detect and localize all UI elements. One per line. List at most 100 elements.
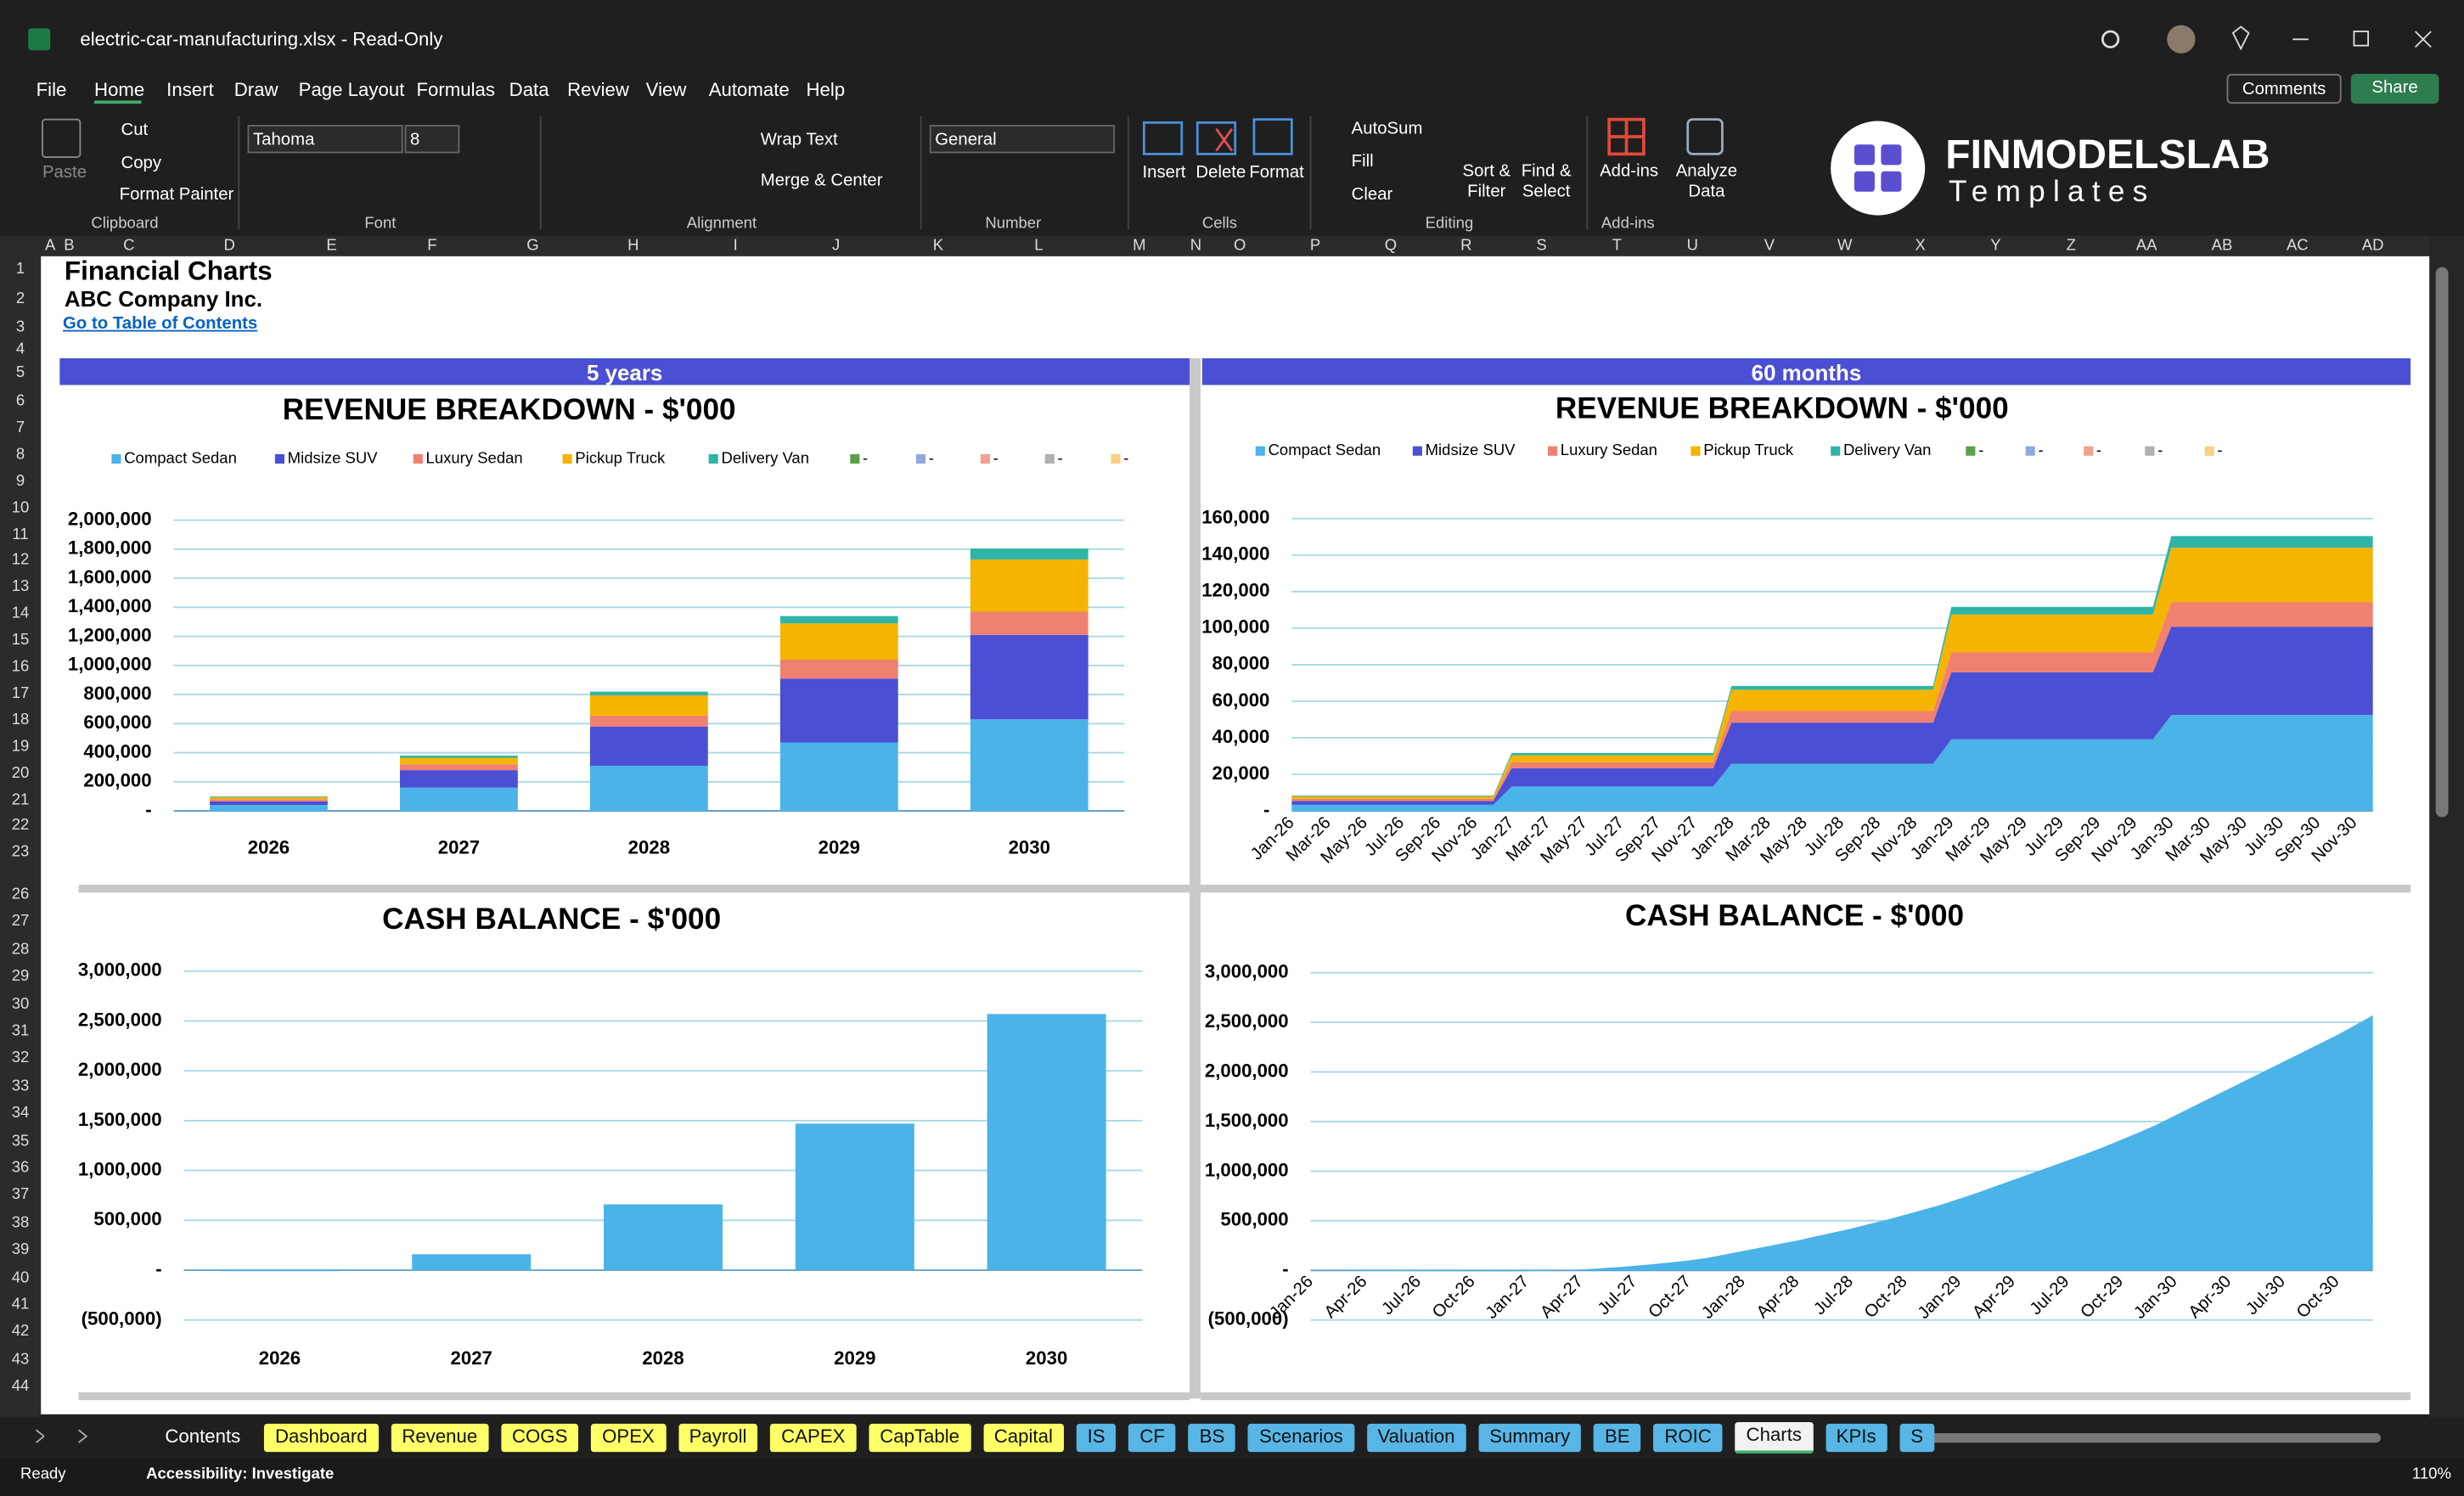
sheet-tab[interactable]: Payroll (678, 1424, 758, 1452)
y-tick-label: 120,000 (1201, 580, 1269, 601)
chart-divider (1200, 885, 2411, 893)
menu-tab[interactable]: Draw (233, 78, 278, 101)
row-header: 43 (11, 1351, 30, 1369)
ribbon-sort-filter[interactable]: Sort & Filter (1462, 161, 1511, 201)
sheet-tab[interactable]: KPIs (1825, 1424, 1887, 1452)
sheet-tab[interactable]: Valuation (1366, 1424, 1466, 1452)
premium-icon[interactable] (2231, 25, 2250, 51)
area (1291, 602, 2373, 801)
column-header: W (1837, 237, 1853, 255)
paste-icon[interactable] (42, 118, 82, 159)
ribbon-font-size[interactable]: 8 (410, 130, 420, 149)
menu-tab[interactable]: Insert (166, 78, 214, 101)
x-tick-label: Jul-28 (1810, 1272, 1857, 1319)
menu-tab[interactable]: Automate (708, 78, 790, 101)
ribbon-fill[interactable]: Fill (1351, 152, 1374, 172)
row-header: 34 (11, 1105, 30, 1122)
x-tick-label: Apr-27 (1537, 1272, 1587, 1322)
ribbon-format[interactable]: Format (1249, 163, 1304, 183)
x-tick-label: Jul-29 (2027, 1272, 2073, 1319)
area (1291, 715, 2373, 812)
bar (589, 765, 708, 812)
sheet-tab[interactable]: CAPEX (770, 1424, 857, 1452)
ribbon-delete[interactable]: Delete (1195, 163, 1246, 183)
accessibility-status[interactable]: Accessibility: Investigate (146, 1465, 335, 1484)
legend-swatch (1548, 446, 1558, 456)
sheet-tab[interactable]: COGS (501, 1424, 579, 1452)
legend-label: Luxury Sedan (1561, 441, 1657, 458)
sheet-tab[interactable]: BS (1188, 1424, 1236, 1452)
share-button[interactable]: Share (2350, 73, 2439, 104)
sheet-tab[interactable]: Dashboard (263, 1424, 379, 1452)
ribbon-format-painter[interactable]: Format Painter (119, 185, 234, 205)
ribbon-autosum[interactable]: AutoSum (1351, 119, 1423, 138)
y-tick-label: 1,500,000 (78, 1109, 162, 1130)
y-tick-label: 800,000 (83, 683, 151, 704)
y-tick-label: 2,500,000 (1205, 1010, 1289, 1032)
column-header: N (1190, 237, 1202, 255)
ribbon-insert[interactable]: Insert (1142, 163, 1186, 183)
ribbon-wrap-text[interactable]: Wrap Text (760, 130, 838, 149)
ribbon-cut[interactable]: Cut (121, 121, 149, 140)
x-tick-label: 2027 (451, 1347, 492, 1369)
x-tick-label: 2029 (834, 1347, 875, 1369)
tab-nav-arrows[interactable] (35, 1429, 88, 1443)
ribbon-find-select[interactable]: Find & Select (1521, 161, 1572, 201)
avatar[interactable] (2167, 25, 2196, 53)
menu-tab[interactable]: Formulas (416, 78, 496, 101)
search-icon[interactable] (2101, 30, 2120, 48)
font-size-box[interactable] (404, 125, 460, 154)
row-header: 33 (11, 1077, 30, 1095)
column-header: V (1764, 237, 1775, 255)
ribbon-font-name[interactable]: Tahoma (252, 130, 315, 149)
sheet-tab[interactable]: Summary (1478, 1424, 1582, 1452)
horizontal-scroll-thumb[interactable] (1901, 1432, 2381, 1443)
bar (970, 719, 1089, 812)
menu-tab[interactable]: Home (94, 78, 145, 101)
sheet-tab[interactable]: S (1899, 1424, 1935, 1452)
y-tick-label: 600,000 (83, 711, 151, 733)
sheet-tab[interactable]: Charts (1735, 1422, 1813, 1454)
sheet-tab[interactable]: Capital (982, 1424, 1064, 1452)
sheet-tab[interactable]: CF (1128, 1424, 1176, 1452)
legend-swatch (111, 453, 121, 464)
sheet-tab[interactable]: Scenarios (1248, 1424, 1354, 1452)
ribbon-copy[interactable]: Copy (121, 154, 162, 173)
menu-tab[interactable]: Page Layout (298, 78, 405, 101)
ribbon-add-ins[interactable]: Add-ins (1600, 161, 1659, 181)
ribbon-clear[interactable]: Clear (1351, 185, 1393, 205)
sheet-tab[interactable]: OPEX (591, 1424, 666, 1452)
sheet-tab[interactable]: Revenue (391, 1424, 489, 1452)
x-tick-label: Jul-30 (2242, 1272, 2289, 1319)
menu-tab[interactable]: File (36, 78, 67, 101)
column-header: A (45, 237, 56, 255)
scroll-thumb[interactable] (2435, 267, 2449, 818)
bar (210, 805, 328, 812)
sheet-tab[interactable]: Contents (165, 1425, 241, 1448)
close[interactable] (2414, 31, 2432, 48)
comments-button[interactable]: Comments (2226, 73, 2342, 104)
ribbon-number-format[interactable]: General (935, 130, 997, 149)
y-tick-label: 140,000 (1201, 543, 1269, 565)
legend-label: Compact Sedan (124, 448, 237, 466)
sheet-tab[interactable]: IS (1076, 1424, 1117, 1452)
sheet-tab[interactable]: BE (1593, 1424, 1641, 1452)
addins-icon (1607, 117, 1645, 156)
bar (779, 742, 898, 812)
chart-divider (1190, 357, 1201, 1399)
menu-tab[interactable]: View (645, 78, 687, 101)
restore[interactable] (2353, 31, 2370, 47)
toc-link[interactable]: Go to Table of Contents (63, 314, 258, 334)
menu-tab[interactable]: Help (806, 78, 846, 101)
sheet-tab[interactable]: CapTable (869, 1424, 970, 1452)
menu-tab[interactable]: Data (509, 78, 549, 101)
menu-tab[interactable]: Review (567, 78, 629, 101)
number-format-box[interactable] (929, 125, 1116, 154)
sheet-tab[interactable]: ROIC (1653, 1424, 1723, 1452)
font-name-box[interactable] (247, 125, 403, 154)
ribbon-analyze-data[interactable]: Analyze Data (1675, 161, 1738, 201)
row-header: 5 (15, 364, 25, 382)
ribbon-merge-center[interactable]: Merge & Center (760, 171, 883, 190)
ribbon-paste[interactable]: Paste (42, 163, 87, 183)
